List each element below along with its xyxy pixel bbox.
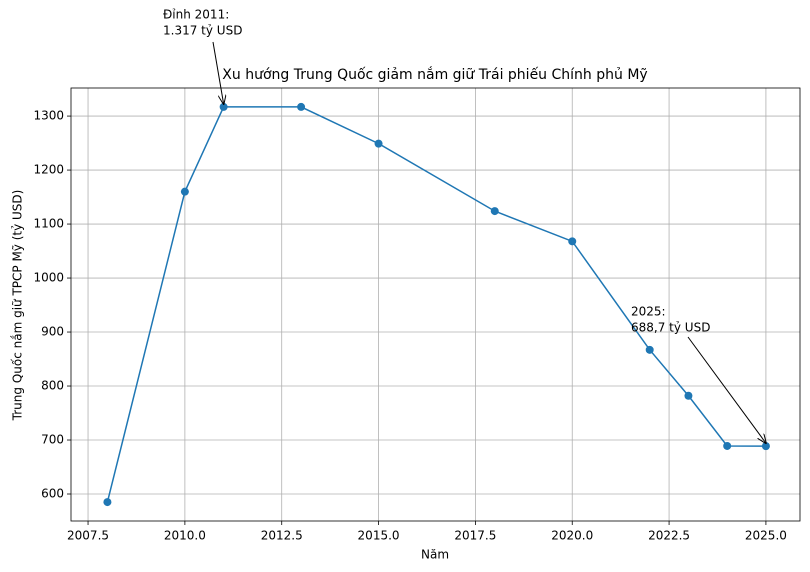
data-line — [106, 106, 766, 503]
y-tick-label: 800 — [41, 379, 64, 393]
y-tick-label: 1000 — [33, 271, 64, 285]
y-tick-label: 1300 — [33, 109, 64, 123]
plot-frame — [70, 87, 801, 522]
y-tick-label: 1100 — [33, 217, 64, 231]
data-point — [297, 102, 306, 111]
x-axis-label: Năm — [421, 548, 449, 562]
data-point — [490, 207, 499, 216]
y-tick-label: 600 — [41, 487, 64, 501]
y-axis-label: Trung Quốc nắm giữ TPCP Mỹ (tỷ USD) — [11, 190, 25, 422]
data-point — [761, 442, 770, 451]
x-tick-label: 2017.5 — [454, 529, 496, 543]
x-tick-label: 2007.5 — [67, 529, 109, 543]
data-point — [568, 237, 577, 246]
data-point — [180, 187, 189, 196]
data-point — [103, 498, 112, 507]
chart-title: Xu hướng Trung Quốc giảm nắm giữ Trái ph… — [222, 66, 647, 83]
x-tick-label: 2015.0 — [358, 529, 400, 543]
y-tick-label: 700 — [41, 433, 64, 447]
annotation-arrow — [687, 336, 766, 443]
data-point — [219, 102, 228, 111]
x-tick-label: 2012.5 — [261, 529, 303, 543]
annotation-text: 2025: — [631, 305, 666, 319]
data-point — [723, 441, 732, 450]
y-tick-label: 1200 — [33, 163, 64, 177]
annotation-text: 688,7 tỷ USD — [631, 321, 710, 335]
data-point — [684, 391, 693, 400]
annotation-arrow — [212, 41, 224, 104]
x-tick-label: 2025.0 — [745, 529, 787, 543]
annotation-text: Đỉnh 2011: — [163, 8, 229, 22]
x-tick-label: 2022.5 — [648, 529, 690, 543]
annotation-text: 1.317 tỷ USD — [163, 24, 242, 38]
x-tick-label: 2020.0 — [551, 529, 593, 543]
x-tick-label: 2010.0 — [164, 529, 206, 543]
y-tick-label: 900 — [41, 325, 64, 339]
data-point — [374, 139, 383, 148]
data-point — [645, 345, 654, 354]
